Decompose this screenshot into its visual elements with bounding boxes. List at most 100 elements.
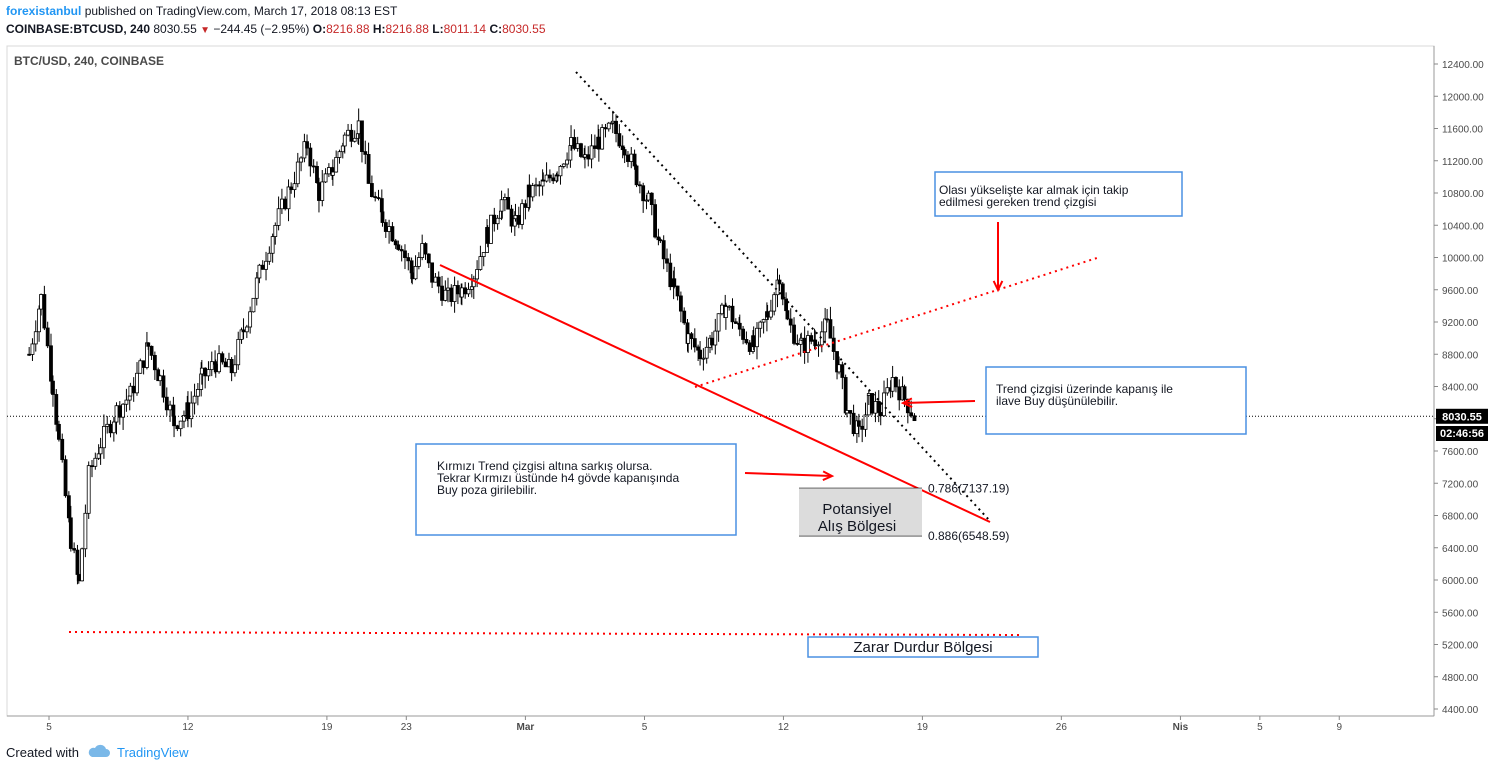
candle-body-up	[340, 145, 345, 153]
candle-body-up	[334, 157, 339, 173]
last-price: 8030.55	[153, 22, 197, 36]
chart-title: BTC/USD, 240, COINBASE	[14, 54, 164, 68]
annotation-take-profit-trend[interactable]: Olası yükselişte kar almak için takip ed…	[934, 171, 1183, 217]
candle-body-down	[523, 203, 528, 208]
candle-body-up	[267, 252, 272, 262]
candle	[723, 302, 728, 330]
candle-body-up	[105, 423, 110, 427]
candle-body-up	[323, 173, 328, 183]
candle-body-down	[161, 375, 166, 398]
candle-body-up	[716, 313, 721, 332]
candle-body-up	[420, 243, 425, 258]
candle	[121, 403, 126, 430]
candle	[600, 124, 605, 150]
close-label: C:	[489, 22, 503, 36]
price-tick-label: 5600.00	[1442, 608, 1479, 619]
candle	[257, 263, 262, 284]
candle	[349, 124, 354, 148]
potential-buy-zone[interactable]: Potansiyel Alış Bölgesi	[799, 488, 922, 536]
candle	[780, 282, 785, 306]
candle-body-down	[449, 287, 454, 302]
price-tick-label: 12400.00	[1442, 60, 1484, 71]
annotation-red-trend[interactable]: Kırmızı Trend çizgisi altına sarkış olur…	[415, 443, 737, 536]
candle-body-down	[592, 145, 597, 149]
candle-body-up	[413, 265, 418, 280]
candle-body-up	[466, 288, 471, 295]
arrow-shaft	[744, 472, 833, 477]
candle-body-down	[403, 250, 407, 258]
candle-body-up	[443, 289, 448, 301]
candle	[93, 452, 98, 470]
candle	[161, 369, 166, 403]
annotation-line: Tekrar Kırmızı üstünde h4 gövde kapanışı…	[437, 471, 679, 485]
candle-body-up	[471, 278, 476, 288]
candle-body-down	[283, 198, 288, 210]
candle-body-up	[863, 414, 868, 430]
candle	[399, 245, 404, 262]
close-value: 8030.55	[502, 22, 546, 36]
candle-body-up	[83, 512, 88, 550]
candle	[124, 388, 129, 412]
annotation-line: Olası yükselişte kar almak için takip	[939, 183, 1129, 197]
price-tick-label: 9600.00	[1442, 286, 1479, 297]
candle-body-down	[689, 333, 694, 339]
candle-body-up	[569, 137, 573, 146]
candle-body-up	[320, 181, 325, 201]
price-tick-label: 11200.00	[1442, 157, 1483, 168]
candle-body-down	[349, 129, 354, 142]
candle	[220, 351, 225, 365]
candle	[80, 547, 84, 582]
candle-body-down	[668, 262, 673, 288]
candle	[530, 182, 535, 202]
candle-body-up	[544, 174, 549, 182]
candle	[443, 280, 448, 302]
candle	[152, 351, 157, 380]
zone-label: Alış Bölgesi	[818, 518, 896, 535]
tradingview-link[interactable]: TradingView	[116, 745, 189, 760]
candle-body-down	[436, 276, 441, 287]
candle	[68, 505, 73, 552]
candle-body-down	[72, 548, 77, 551]
candle	[653, 199, 657, 239]
annotation-add-buy[interactable]: Trend çizgisi üzerinde kapanış ile ilave…	[985, 366, 1247, 435]
candle-body-up	[387, 226, 391, 232]
author-link[interactable]: forexistanbul	[6, 4, 82, 18]
stop-loss-zone[interactable]: Zarar Durdur Bölgesi	[807, 636, 1039, 658]
candle-body-down	[363, 151, 368, 155]
candle	[189, 391, 194, 428]
candle	[617, 124, 622, 149]
candle	[60, 433, 65, 463]
candle	[98, 437, 103, 465]
candle-body-down	[572, 137, 577, 149]
candle-body-up	[481, 252, 486, 258]
candle-body-up	[799, 337, 804, 341]
candle	[182, 410, 186, 429]
candle-body-down	[423, 243, 428, 255]
time-axis[interactable]: 5 12 19 23 Mar 5 12 19 26 Nis 5 9	[46, 716, 1342, 733]
price-axis[interactable]: 4400.00 4800.00 5200.00 5600.00 6000.00 6400.…	[1434, 60, 1484, 716]
candle	[816, 341, 821, 357]
candle	[337, 149, 342, 164]
candle-body-down	[260, 264, 265, 270]
candle	[506, 188, 511, 210]
candle-body-up	[93, 457, 98, 467]
arrow-down-icon	[992, 222, 1004, 293]
candle	[649, 192, 654, 216]
candle-body-up	[561, 163, 566, 167]
candle	[689, 332, 694, 350]
candle-body-up	[286, 186, 291, 210]
candle-body-up	[292, 183, 297, 191]
candle	[369, 175, 374, 198]
candle	[520, 199, 524, 230]
candle-body-up	[583, 154, 587, 158]
candle	[390, 222, 395, 242]
candle-body-down	[876, 401, 881, 413]
candle	[809, 332, 814, 345]
candle-body-down	[777, 279, 782, 285]
candle-body-down	[305, 141, 309, 149]
candle-body-up	[209, 361, 214, 371]
candle-body-up	[254, 277, 259, 299]
candle-body-up	[489, 214, 493, 244]
candle-body-down	[75, 549, 80, 575]
